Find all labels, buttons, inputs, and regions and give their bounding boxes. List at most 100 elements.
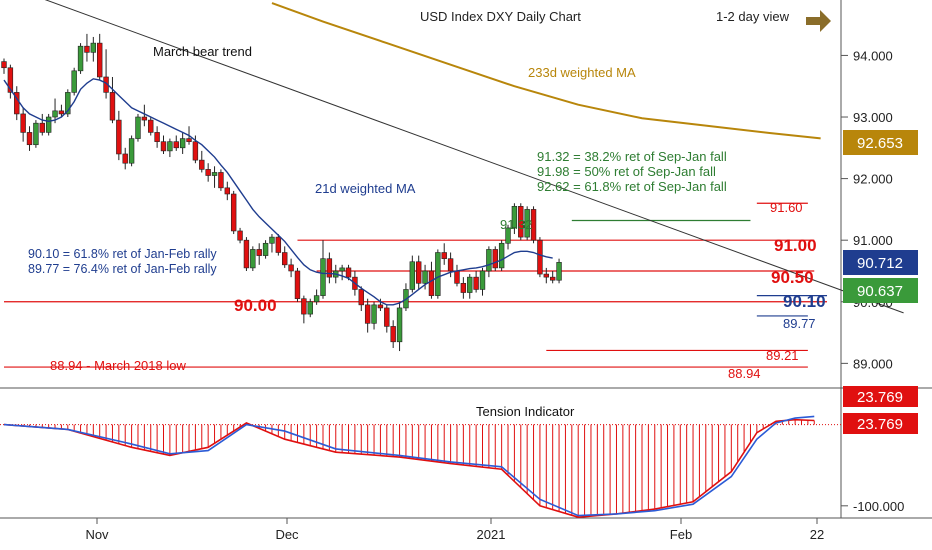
levels — [4, 202, 828, 368]
candle-body-up — [211, 172, 218, 176]
candle — [243, 237, 250, 271]
trend-label: March bear trend — [153, 44, 252, 59]
time-tick-label-2: 2021 — [477, 527, 506, 542]
candle — [103, 49, 109, 99]
tension-panel — [3, 415, 815, 518]
candle — [460, 277, 467, 299]
candle-body-down — [288, 264, 294, 272]
candle — [435, 249, 441, 299]
candle — [84, 33, 90, 62]
close-value-box — [843, 278, 918, 303]
candle — [160, 135, 167, 154]
candle-body-up — [556, 262, 562, 281]
arrow-right-icon — [806, 10, 831, 32]
candle-body-down — [447, 258, 454, 272]
candle — [58, 104, 65, 118]
candle-body-down — [199, 159, 205, 170]
rally-note-2: 89.77 = 76.4% ret of Jan-Feb rally — [28, 262, 217, 276]
candle-body-up — [77, 45, 84, 72]
candle-body-up — [250, 249, 256, 269]
candle — [256, 243, 262, 265]
candle-body-down — [428, 270, 435, 296]
candle — [364, 298, 371, 333]
candle — [467, 274, 473, 299]
candle-body-up — [128, 138, 135, 164]
candle-body-down — [20, 113, 26, 133]
candle — [141, 104, 148, 127]
candle — [479, 267, 486, 296]
time-tick-label-1: Dec — [275, 527, 299, 542]
time-tick-label-0: Nov — [85, 527, 109, 542]
time-tick-label-4: 22 — [810, 527, 824, 542]
candle — [409, 255, 416, 293]
candle-body-down — [148, 119, 154, 133]
ma233-line — [271, 2, 821, 140]
level-label-9100: 91.00 — [774, 236, 817, 255]
candles — [1, 33, 562, 352]
candle — [109, 76, 116, 124]
candle-body-down — [543, 273, 550, 278]
level-label-9050: 90.50 — [771, 268, 814, 287]
candle-body-down — [530, 209, 537, 241]
price-tick-label-3: 92.000 — [853, 172, 893, 187]
candle-body-up — [371, 304, 377, 324]
candle — [7, 64, 14, 99]
candle-body-up — [269, 236, 275, 244]
candle-body-down — [230, 193, 237, 232]
candle — [498, 240, 505, 271]
low-2018-label: 88.94 - March 2018 low — [50, 358, 186, 373]
candle-body-up — [479, 270, 486, 290]
candle-body-up — [52, 110, 58, 118]
tension-tick-label-0: -100.000 — [853, 499, 904, 514]
candle-body-down — [237, 230, 243, 241]
candle — [543, 267, 550, 284]
candle — [250, 246, 256, 271]
candle-body-up — [467, 276, 473, 293]
view-label: 1-2 day view — [716, 9, 790, 24]
ma21-value-box — [843, 250, 918, 275]
candle — [518, 203, 524, 241]
candle-body-up — [179, 138, 186, 149]
candle-body-down — [454, 270, 460, 284]
candle — [14, 86, 20, 121]
candle — [454, 264, 460, 287]
candle-body-down — [364, 304, 371, 324]
candle-body-up — [524, 209, 530, 238]
candle — [45, 113, 52, 136]
candle — [492, 246, 498, 271]
candle — [269, 234, 275, 253]
candle — [288, 258, 294, 278]
candle-body-down — [345, 267, 352, 278]
level-label-9132: 91.32 — [500, 217, 533, 232]
candle-body-down — [173, 141, 179, 149]
tension-value-box-1 — [843, 386, 918, 407]
candle-body-down — [192, 141, 199, 161]
candle-body-down — [224, 187, 230, 195]
candle — [524, 206, 530, 241]
candle-body-down — [116, 119, 122, 155]
candle — [301, 295, 307, 324]
candle — [33, 120, 39, 148]
candle-body-down — [441, 252, 447, 259]
candle-body-down — [301, 298, 307, 315]
candle — [396, 301, 403, 352]
level-label-8921: 89.21 — [766, 348, 799, 363]
candle-body-up — [511, 206, 518, 229]
fib-note-1: 91.32 = 38.2% ret of Sep-Jan fall — [537, 149, 727, 164]
candle-body-down — [473, 276, 479, 290]
candle — [237, 227, 243, 244]
candle — [71, 67, 77, 96]
candle — [65, 89, 71, 118]
price-tick-label-4: 93.000 — [853, 110, 893, 125]
ma21-value: 90.712 — [857, 255, 903, 272]
candle — [116, 110, 122, 161]
candle-body-down — [160, 141, 167, 152]
candle-body-down — [294, 270, 301, 299]
candle — [358, 286, 364, 312]
candle-body-down — [205, 169, 211, 176]
candle — [224, 181, 230, 201]
candle — [205, 163, 211, 182]
level-label-9000: 90.00 — [234, 296, 277, 315]
candle — [415, 255, 422, 290]
